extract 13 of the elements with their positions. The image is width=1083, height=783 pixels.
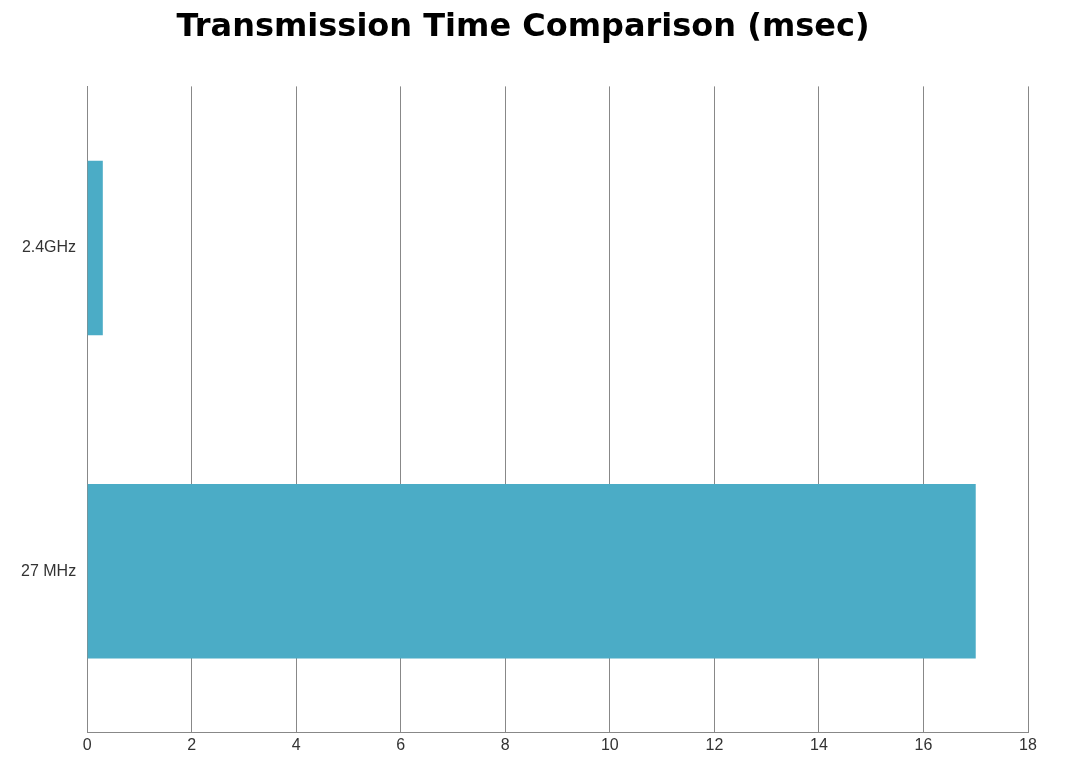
x-tick-label: 18 bbox=[1019, 735, 1037, 753]
x-tick-label: 14 bbox=[810, 735, 828, 753]
chart-title: Transmission Time Comparison (msec) bbox=[176, 5, 870, 44]
x-tick-label: 12 bbox=[705, 735, 724, 753]
x-tick-label: 4 bbox=[291, 735, 301, 753]
y-tick-label: 2.4GHz bbox=[21, 238, 77, 256]
x-tick-label: 6 bbox=[396, 735, 406, 753]
x-tick-label: 2 bbox=[187, 735, 197, 753]
y-tick-label: 27 MHz bbox=[21, 561, 77, 579]
x-tick-label: 8 bbox=[500, 735, 510, 753]
x-tick-label: 10 bbox=[600, 735, 619, 753]
x-tick-label: 0 bbox=[82, 735, 92, 753]
x-tick-label: 16 bbox=[914, 735, 933, 753]
